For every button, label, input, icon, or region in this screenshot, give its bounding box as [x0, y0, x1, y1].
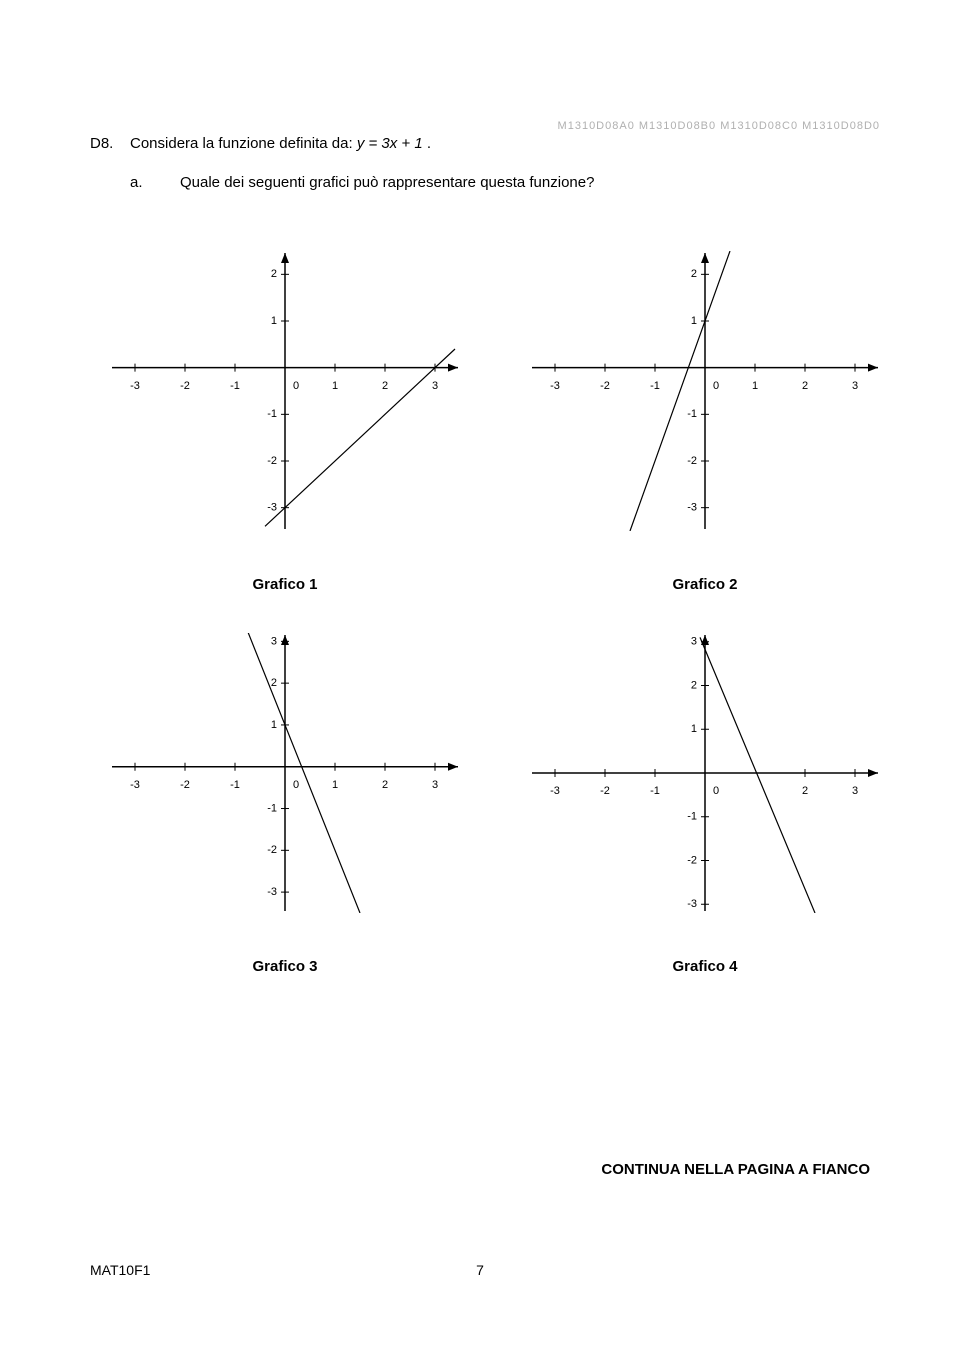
charts-grid: -3-2-10123-3-2-112Grafico 1-3-2-10123-3-…: [90, 251, 900, 975]
page: M1310D08A0 M1310D08B0 M1310D08C0 M1310D0…: [0, 0, 960, 1358]
sub-text: Quale dei seguenti grafici può rappresen…: [180, 174, 594, 191]
svg-text:2: 2: [271, 677, 277, 689]
chart-block-4: -3 -2 -1 0 2 3 -3 -2 -1 1 2 3 Grafico 4: [530, 633, 880, 975]
svg-text:1: 1: [332, 779, 338, 791]
svg-text:2: 2: [382, 380, 388, 392]
question-formula: y = 3x + 1: [357, 135, 423, 152]
svg-text:2: 2: [691, 679, 697, 691]
svg-text:0: 0: [293, 380, 299, 392]
svg-text:-2: -2: [267, 455, 277, 467]
svg-text:3: 3: [271, 635, 277, 647]
svg-text:-2: -2: [180, 779, 190, 791]
svg-text:2: 2: [691, 268, 697, 280]
svg-text:3: 3: [432, 380, 438, 392]
header-code: M1310D08A0 M1310D08B0 M1310D08C0 M1310D0…: [558, 120, 880, 132]
svg-text:-2: -2: [600, 785, 610, 797]
svg-text:3: 3: [852, 785, 858, 797]
svg-text:1: 1: [752, 380, 758, 392]
svg-text:-1: -1: [650, 785, 660, 797]
page-number: 7: [476, 1262, 484, 1278]
svg-text:-3: -3: [550, 785, 560, 797]
svg-text:-3: -3: [687, 502, 697, 514]
question-text-suffix: .: [423, 135, 431, 152]
chart-block-3: -3 -2 -1 0 1 2 3 -3 -2 -1 1 2 3 Grafico 3: [110, 633, 460, 975]
continue-note: CONTINUA NELLA PAGINA A FIANCO: [601, 1161, 870, 1178]
svg-text:-2: -2: [687, 854, 697, 866]
svg-text:1: 1: [271, 719, 277, 731]
chart-label-3: Grafico 3: [252, 958, 317, 975]
question-text-prefix: Considera la funzione definita da:: [130, 135, 357, 152]
question-number: D8.: [90, 135, 130, 152]
svg-text:-3: -3: [130, 779, 140, 791]
subquestion-row: a. Quale dei seguenti grafici può rappre…: [130, 174, 900, 191]
chart-2: -3 -2 -1 0 1 2 3 -3 -2 -1 1 2: [530, 251, 880, 531]
svg-text:-3: -3: [550, 380, 560, 392]
svg-text:1: 1: [271, 315, 277, 327]
svg-text:-3: -3: [130, 380, 140, 392]
svg-text:1: 1: [332, 380, 338, 392]
svg-text:2: 2: [382, 779, 388, 791]
svg-text:-2: -2: [180, 380, 190, 392]
svg-text:2: 2: [802, 380, 808, 392]
svg-text:-3: -3: [267, 502, 277, 514]
footer-left: MAT10F1: [90, 1262, 150, 1278]
svg-text:-1: -1: [267, 408, 277, 420]
svg-text:0: 0: [293, 779, 299, 791]
svg-text:-1: -1: [267, 802, 277, 814]
svg-text:3: 3: [432, 779, 438, 791]
sub-letter: a.: [130, 174, 180, 191]
svg-text:-3: -3: [267, 886, 277, 898]
chart-label-2: Grafico 2: [672, 576, 737, 593]
question-text: Considera la funzione definita da: y = 3…: [130, 135, 900, 152]
svg-text:-2: -2: [687, 455, 697, 467]
chart-block-2: -3 -2 -1 0 1 2 3 -3 -2 -1 1 2 Grafico 2: [530, 251, 880, 593]
question-row: D8. Considera la funzione definita da: y…: [90, 135, 900, 152]
svg-text:0: 0: [713, 380, 719, 392]
chart-label-4: Grafico 4: [672, 958, 737, 975]
svg-text:0: 0: [713, 785, 719, 797]
svg-text:-1: -1: [650, 380, 660, 392]
chart-4: -3 -2 -1 0 2 3 -3 -2 -1 1 2 3: [530, 633, 880, 913]
chart-3: -3 -2 -1 0 1 2 3 -3 -2 -1 1 2 3: [110, 633, 460, 913]
svg-text:-3: -3: [687, 898, 697, 910]
svg-text:2: 2: [271, 268, 277, 280]
svg-text:1: 1: [691, 723, 697, 735]
svg-text:-2: -2: [267, 844, 277, 856]
svg-text:2: 2: [802, 785, 808, 797]
svg-text:1: 1: [691, 315, 697, 327]
svg-text:3: 3: [691, 636, 697, 648]
chart-block-1: -3 -2 -1 0 1 2 3 -3 -2 -1 1 2 Grafico 1: [110, 251, 460, 593]
chart-label-1: Grafico 1: [252, 576, 317, 593]
svg-text:-2: -2: [600, 380, 610, 392]
svg-text:-1: -1: [230, 380, 240, 392]
svg-text:-1: -1: [687, 811, 697, 823]
chart-1: -3 -2 -1 0 1 2 3 -3 -2 -1 1 2: [110, 251, 460, 531]
svg-text:3: 3: [852, 380, 858, 392]
svg-text:-1: -1: [687, 408, 697, 420]
svg-text:-1: -1: [230, 779, 240, 791]
